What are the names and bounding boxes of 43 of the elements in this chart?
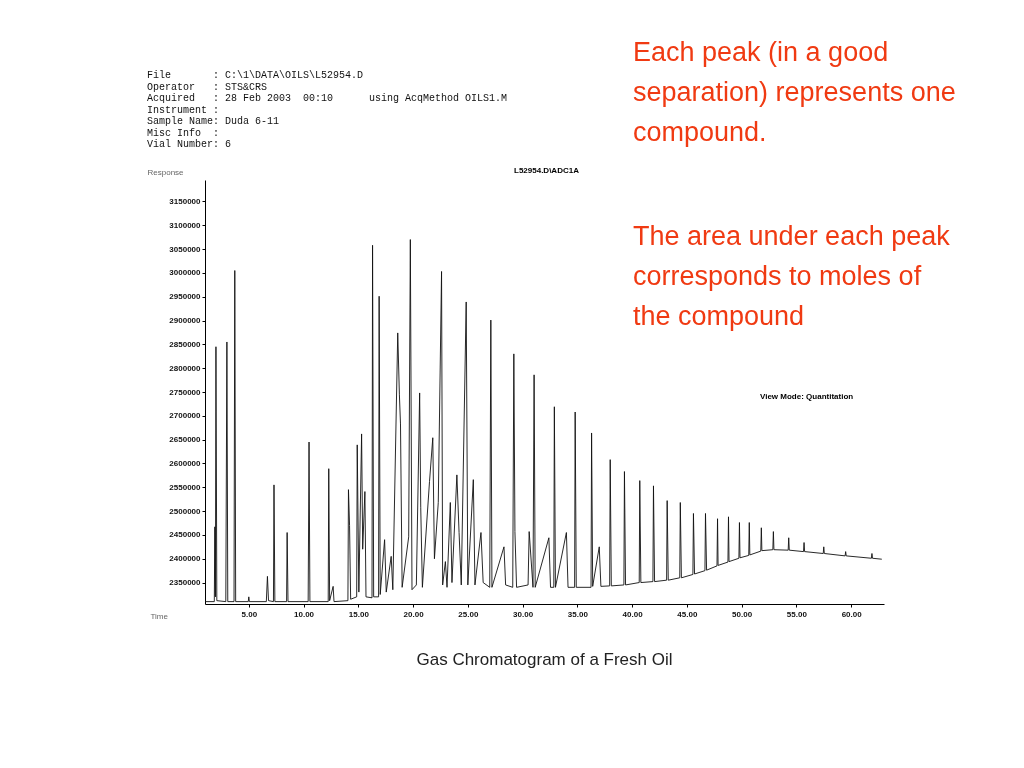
- text: Misc Info :: [147, 127, 220, 139]
- x-tick-label: 15.00: [348, 609, 370, 619]
- y-tick-label: 2450000: [169, 530, 202, 540]
- y-tick-label: 2750000: [169, 387, 202, 397]
- y-tick-label: 3150000: [169, 196, 202, 206]
- x-axis-title: Time: [150, 611, 169, 621]
- y-tick-label: 3000000: [169, 268, 202, 278]
- text: Operator : STS&CRS: [147, 81, 268, 93]
- x-tick-label: 50.00: [732, 609, 753, 619]
- x-tick-label: 45.00: [677, 609, 698, 619]
- annotation: The area under each peak corresponds to moles of the compound: [633, 220, 951, 333]
- y-tick-label: 2350000: [169, 578, 202, 588]
- y-tick-label: 2900000: [169, 316, 202, 326]
- text: Instrument :: [147, 104, 220, 116]
- y-tick-label: 2500000: [169, 506, 202, 516]
- y-tick-label: 2850000: [169, 339, 202, 349]
- text: Each peak (in a good separation) represents one compound.: [633, 36, 957, 149]
- y-tick-label: 2550000: [169, 482, 202, 492]
- text: Gas Chromatogram of a Fresh Oil: [416, 650, 673, 669]
- x-tick-label: 30.00: [513, 609, 534, 619]
- x-tick-label: 40.00: [622, 609, 644, 619]
- y-tick-label: 2650000: [169, 435, 202, 445]
- y-tick-label: 3100000: [169, 220, 202, 230]
- text: Sample Name: Duda 6-11: [147, 116, 280, 128]
- y-tick-label: 2800000: [169, 363, 202, 373]
- y-tick-label: 2950000: [169, 292, 202, 302]
- text: File : C:\1\DATA\OILS\L52954.D: [147, 70, 364, 82]
- x-tick-label: 55.00: [786, 609, 808, 619]
- text: Vial Number: 6: [147, 139, 232, 151]
- y-axis-title: Response: [147, 167, 185, 177]
- x-tick-label: 20.00: [403, 609, 425, 619]
- x-tick-label: 25.00: [458, 609, 479, 619]
- y-tick-label: 2600000: [169, 458, 202, 468]
- x-tick-label: 35.00: [567, 609, 589, 619]
- y-tick-label: 2700000: [169, 411, 202, 421]
- x-tick-label: 10.00: [294, 609, 315, 619]
- x-tick-label: 5.00: [241, 609, 258, 619]
- y-tick-label: 3050000: [169, 244, 202, 254]
- text: L52954.D\ADC1A: [514, 166, 579, 175]
- x-tick-label: 60.00: [841, 609, 863, 619]
- text: Acquired : 28 Feb 2003 00:10 using AcqMethod OILS1.M: [147, 93, 508, 105]
- annotation: View Mode: Quantitation: [760, 392, 854, 401]
- y-tick-label: 2400000: [169, 554, 202, 564]
